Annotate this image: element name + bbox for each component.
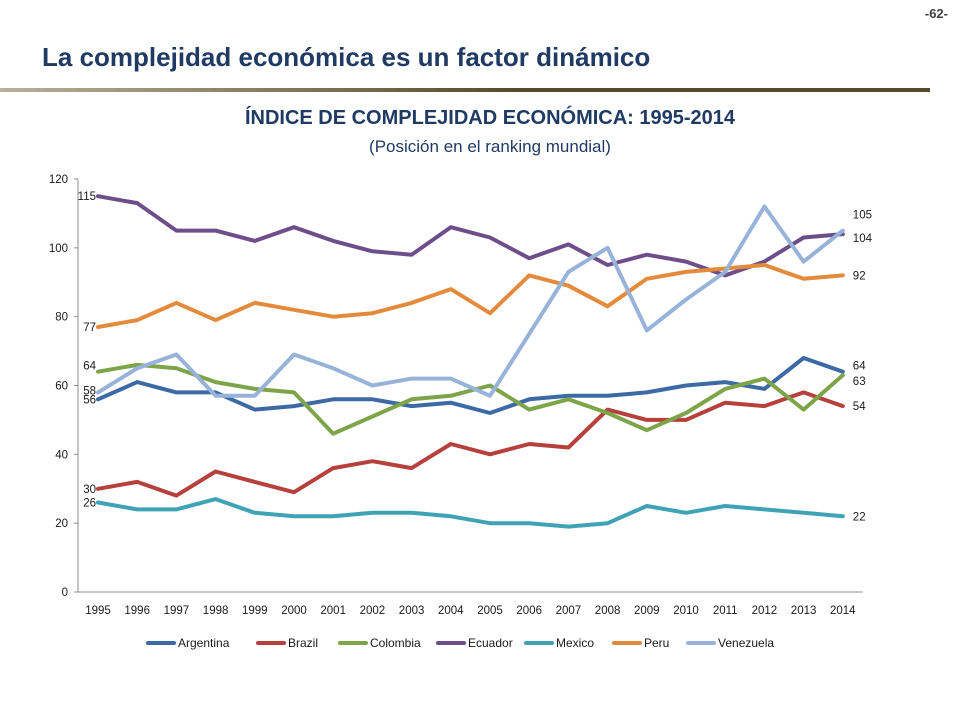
series-line-ecuador <box>96 194 845 278</box>
data-label-end-venezuela: 105 <box>853 210 872 222</box>
data-label-end-brazil: 54 <box>853 401 866 413</box>
x-tick-label: 1996 <box>124 605 150 617</box>
series-line-peru <box>96 263 845 329</box>
data-label-end-ecuador: 104 <box>853 233 873 245</box>
legend-label-brazil: Brazil <box>288 636 318 650</box>
series-line-mexico <box>96 497 845 529</box>
data-label-start-venezuela: 58 <box>83 385 96 397</box>
x-tick-label: 2012 <box>752 605 778 617</box>
data-label-start-mexico: 26 <box>83 498 96 510</box>
series-line-venezuela <box>96 204 845 398</box>
legend-label-ecuador: Ecuador <box>468 636 513 650</box>
chart-subtitle: (Posición en el ranking mundial) <box>369 137 611 156</box>
data-label-start-brazil: 30 <box>83 484 96 496</box>
data-label-end-mexico: 22 <box>853 511 866 523</box>
x-tick-label: 2014 <box>830 605 856 617</box>
title-divider <box>0 88 930 92</box>
series-line-colombia <box>96 362 845 436</box>
data-label-end-colombia: 63 <box>853 376 866 388</box>
series-line-brazil <box>96 390 845 498</box>
x-tick-label: 2013 <box>791 605 817 617</box>
legend-label-argentina: Argentina <box>178 636 230 650</box>
slide-title: La complejidad económica es un factor di… <box>42 42 651 72</box>
x-tick-label: 1997 <box>164 605 190 617</box>
data-label-start-colombia: 64 <box>83 361 96 373</box>
x-tick-label: 1999 <box>242 605 268 617</box>
legend-label-peru: Peru <box>644 636 669 650</box>
x-tick-label: 2010 <box>673 605 699 617</box>
x-tick-label: 2004 <box>438 605 464 617</box>
x-tick-label: 2007 <box>556 605 582 617</box>
x-tick-label: 2009 <box>634 605 660 617</box>
x-tick-label: 2005 <box>477 605 503 617</box>
x-tick-label: 2011 <box>713 605 738 617</box>
y-tick-label: 40 <box>55 449 68 461</box>
x-tick-label: 2002 <box>360 605 386 617</box>
x-tick-label: 2008 <box>595 605 621 617</box>
data-label-end-argentina: 64 <box>853 361 866 373</box>
legend-label-colombia: Colombia <box>370 636 421 650</box>
y-tick-label: 0 <box>62 587 68 599</box>
x-tick-label: 2001 <box>320 605 346 617</box>
y-tick-label: 100 <box>49 243 68 255</box>
chart-title: ÍNDICE DE COMPLEJIDAD ECONÓMICA: 1995-20… <box>244 107 736 129</box>
legend-label-mexico: Mexico <box>556 636 594 650</box>
data-label-start-ecuador: 115 <box>78 191 96 203</box>
data-label-end-peru: 92 <box>853 270 866 282</box>
x-tick-label: 1995 <box>85 605 111 617</box>
page-number: -62- <box>924 6 948 21</box>
y-tick-label: 20 <box>55 518 68 530</box>
x-tick-label: 2003 <box>399 605 425 617</box>
legend-label-venezuela: Venezuela <box>718 636 774 650</box>
x-tick-label: 1998 <box>203 605 229 617</box>
x-tick-label: 2000 <box>281 605 307 617</box>
data-label-start-argentina: 56 <box>83 394 96 406</box>
data-label-start-peru: 77 <box>83 322 96 334</box>
y-tick-label: 120 <box>49 174 68 186</box>
y-tick-label: 60 <box>55 381 68 393</box>
y-tick-label: 80 <box>55 312 68 324</box>
x-tick-label: 2006 <box>516 605 542 617</box>
